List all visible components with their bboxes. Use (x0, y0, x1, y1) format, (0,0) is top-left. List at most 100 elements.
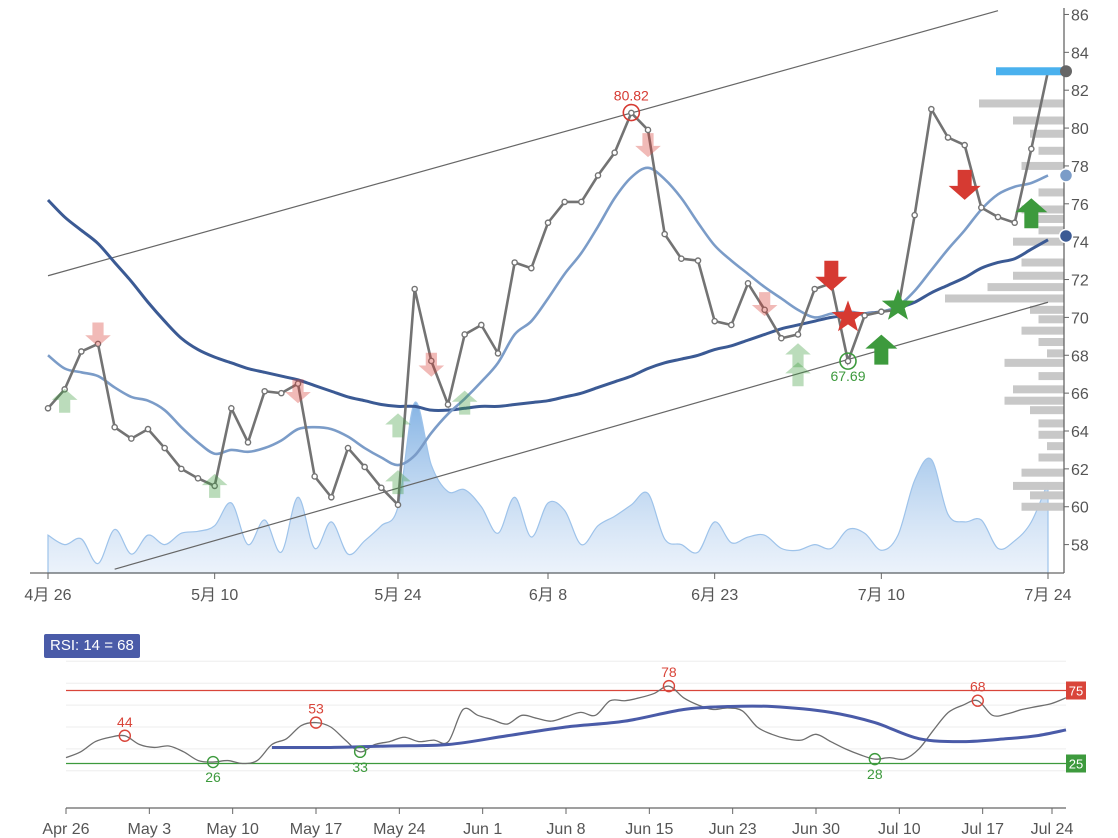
rsi-extreme-label: 78 (661, 664, 677, 680)
fast-moving-average-line (47, 166, 1049, 467)
extreme-value-label: 67.69 (830, 368, 865, 384)
price-point (861, 312, 868, 319)
price-lines-layer: 80.82 67.69 (44, 70, 1050, 509)
rsi-extreme-marker (971, 694, 984, 707)
buy-arrow-marker (865, 334, 898, 365)
price-point (728, 321, 735, 329)
volume-profile-bar (1038, 188, 1064, 197)
y-tick-label: 64 (1071, 424, 1089, 441)
price-point (761, 306, 768, 314)
rsi-x-tick-label: May 3 (128, 821, 172, 838)
price-point (278, 389, 285, 397)
volume-profile-bar (1013, 271, 1064, 280)
rsi-extreme-marker (309, 716, 323, 729)
volume-profile-bar (1030, 305, 1064, 314)
price-point (628, 109, 635, 117)
rsi-level-badge (1066, 754, 1086, 773)
y-tick-label: 60 (1071, 500, 1089, 517)
rsi-level-badge (1066, 681, 1086, 700)
rsi-panel: 75 25 44 26 53 33 78 28 68 Apr 26 May 3 May 10 May 1… (42, 660, 1086, 838)
y-tick-label: 80 (1071, 121, 1089, 138)
y-tick-label: 82 (1071, 83, 1089, 100)
volume-profile-bar (1047, 349, 1064, 358)
sell-arrow-marker (948, 169, 981, 200)
volume-profile-bar (1013, 481, 1064, 490)
x-tick-label: 6月 8 (529, 587, 567, 604)
price-point (194, 475, 202, 482)
volume-profile-bar (1021, 161, 1064, 170)
rsi-line (65, 685, 1067, 765)
y-tick-label: 84 (1071, 45, 1089, 62)
price-point (844, 357, 852, 365)
last-price-dot (1060, 65, 1072, 78)
price-point (1028, 145, 1035, 153)
price-point (661, 230, 668, 238)
sell-arrow-marker (751, 292, 778, 317)
y-tick-label: 68 (1071, 348, 1089, 365)
trend-channel-line (47, 10, 999, 277)
rsi-x-tick-label: Jul 24 (1031, 821, 1074, 838)
volume-profile-bar (987, 283, 1064, 292)
price-point (394, 501, 402, 509)
rsi-extreme-label: 28 (867, 766, 883, 782)
price-point (978, 204, 985, 211)
rsi-x-tick-label: May 10 (206, 821, 259, 838)
rsi-x-tick-label: Jul 17 (961, 821, 1004, 838)
buy-arrow-marker (785, 343, 811, 368)
price-point (428, 357, 435, 365)
volume-profile-bar (1021, 468, 1064, 477)
volume-profile-bar (1038, 419, 1064, 428)
volume-profile-bar (1021, 502, 1064, 511)
price-point (228, 404, 235, 412)
price-point (478, 321, 485, 329)
volume-profile-bar (1021, 258, 1064, 267)
volume-profile-bar (1004, 396, 1064, 405)
rsi-x-tick-label: Apr 26 (42, 821, 89, 838)
rsi-x-tick-label: Jul 10 (878, 821, 921, 838)
price-point (928, 105, 935, 113)
price-point (44, 404, 52, 412)
rsi-extreme-label: 33 (352, 759, 368, 775)
sell-arrow-marker (85, 322, 111, 347)
rsi-x-tick-label: Jun 30 (792, 821, 840, 838)
volume-profile-layer (945, 99, 1064, 511)
price-point (594, 172, 602, 179)
rsi-level-label: 75 (1069, 684, 1083, 699)
rsi-x-tick-label: Jun 8 (546, 821, 585, 838)
price-point (578, 198, 585, 206)
price-point (178, 465, 185, 473)
price-point (711, 317, 718, 325)
rsi-extreme-label: 68 (970, 679, 986, 695)
extreme-marker-circle (622, 103, 641, 122)
price-point (344, 444, 352, 452)
volume-profile-bar (1030, 129, 1064, 138)
buy-arrow-marker (1015, 198, 1048, 229)
price-point (311, 473, 318, 480)
rsi-extreme-marker (353, 745, 367, 759)
extreme-marker-circle (839, 352, 857, 370)
volume-profile-bar (1004, 358, 1064, 367)
rsi-signal-line (271, 704, 1067, 750)
rsi-extreme-marker (118, 729, 132, 742)
price-point (94, 340, 102, 348)
price-point (744, 280, 752, 287)
volume-profile-bar (1038, 372, 1064, 381)
price-point (244, 439, 252, 446)
x-tick-label: 7月 10 (858, 587, 905, 604)
volume-profile-bar (1038, 146, 1064, 155)
price-point (611, 149, 618, 156)
y-tick-label: 86 (1071, 7, 1089, 24)
rsi-extreme-label: 44 (117, 714, 133, 730)
rsi-x-tick-label: Jun 1 (463, 821, 502, 838)
price-point (211, 482, 218, 490)
last-fast-ma-dot (1058, 168, 1074, 183)
price-point (544, 219, 552, 227)
volume-profile-bar (1030, 214, 1064, 223)
volume-profile-bar (1038, 430, 1064, 439)
star-signal-marker (881, 289, 915, 320)
rsi-x-tick-label: Jun 15 (625, 821, 673, 838)
y-tick-label: 76 (1071, 197, 1089, 214)
buy-arrow-marker (201, 473, 228, 498)
price-point (944, 134, 952, 141)
